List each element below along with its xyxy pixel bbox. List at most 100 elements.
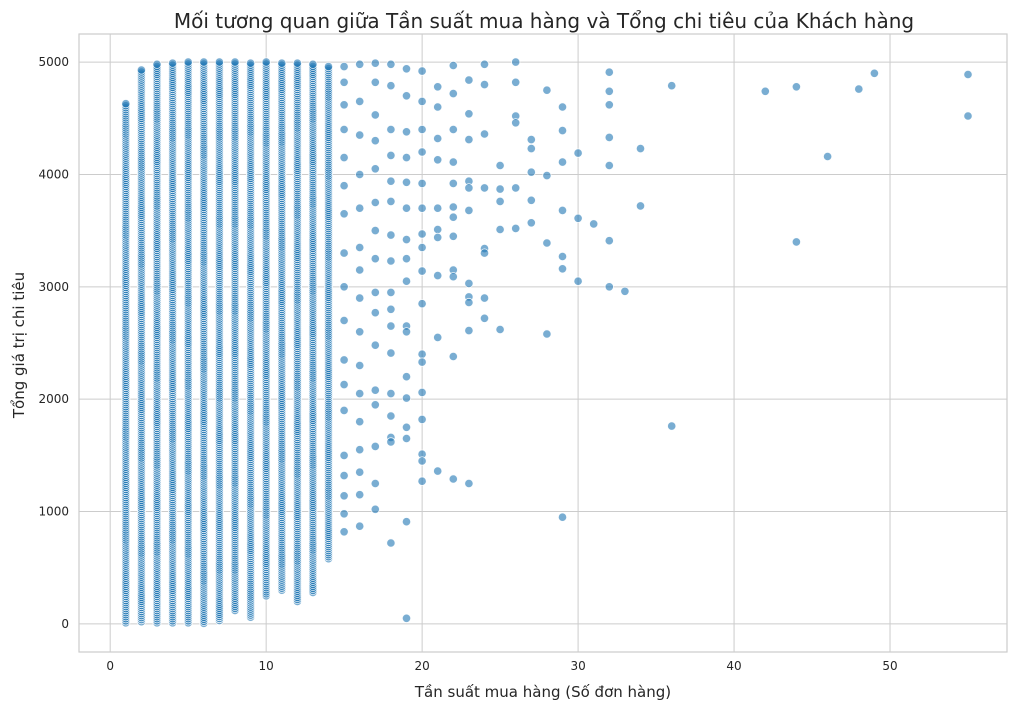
- scatter-point: [433, 133, 443, 144]
- scatter-point: [417, 203, 427, 213]
- x-axis-label: Tần suất mua hàng (Số đơn hàng): [414, 683, 671, 701]
- y-tick-label: 1000: [38, 505, 69, 519]
- scatter-point: [417, 124, 427, 135]
- scatter-point: [355, 388, 365, 399]
- x-tick-label: 10: [259, 659, 274, 673]
- scatter-point: [448, 231, 458, 241]
- scatter-point: [495, 196, 505, 206]
- scatter-point: [479, 129, 490, 139]
- x-tick-label: 30: [570, 659, 585, 673]
- scatter-point: [370, 77, 380, 87]
- scatter-point: [542, 171, 552, 181]
- scatter-point: [479, 80, 490, 90]
- scatter-point: [433, 102, 443, 112]
- scatter-point: [448, 124, 458, 135]
- scatter-point: [370, 287, 380, 297]
- scatter-point: [604, 236, 614, 246]
- scatter-point: [386, 538, 396, 548]
- scatter-point: [667, 421, 677, 431]
- scatter-point: [495, 224, 505, 235]
- scatter-point: [339, 355, 349, 365]
- scatter-point: [526, 195, 536, 205]
- scatter-point: [370, 110, 380, 120]
- scatter-point: [542, 238, 552, 248]
- scatter-point: [370, 504, 380, 514]
- scatter-point: [370, 254, 380, 264]
- scatter-point: [401, 91, 412, 101]
- scatter-point: [370, 385, 380, 395]
- scatter-point: [448, 351, 458, 362]
- tick-labels: 0 10 20 30 40 50 0 1000 2000 3000 4000 5000: [38, 55, 897, 673]
- scatter-point: [136, 65, 146, 75]
- scatter-point: [355, 293, 365, 303]
- scatter-point: [557, 102, 568, 112]
- scatter-point: [386, 348, 396, 358]
- scatter-point: [339, 509, 349, 519]
- x-tick-label: 20: [414, 659, 429, 673]
- scatter-point: [464, 109, 474, 119]
- scatter-point: [573, 213, 583, 223]
- scatter-point: [339, 470, 349, 481]
- y-tick-label: 5000: [38, 55, 69, 69]
- scatter-point: [401, 153, 412, 163]
- scatter-point: [355, 521, 365, 531]
- y-tick-label: 2000: [38, 392, 69, 406]
- scatter-point: [511, 77, 521, 87]
- data-points: [121, 57, 973, 628]
- scatter-point: [417, 456, 427, 466]
- scatter-point: [292, 58, 302, 68]
- scatter-point: [339, 405, 349, 415]
- scatter-point: [417, 476, 427, 486]
- scatter-point: [230, 57, 240, 67]
- scatter-point: [308, 59, 318, 69]
- scatter-point: [542, 85, 552, 95]
- scatter-point: [261, 57, 271, 67]
- scatter-point: [557, 251, 568, 262]
- scatter-point: [448, 272, 458, 282]
- scatter-point: [526, 135, 536, 145]
- scatter-point: [448, 89, 458, 99]
- scatter-point: [386, 230, 396, 240]
- scatter-point: [339, 124, 349, 135]
- scatter-point: [355, 130, 365, 140]
- y-axis-label: Tổng giá trị chi tiêu: [10, 272, 28, 419]
- scatter-point: [339, 282, 349, 292]
- scatter-point: [355, 360, 365, 371]
- scatter-point: [511, 223, 521, 233]
- scatter-point: [433, 232, 443, 242]
- scatter-point: [339, 77, 349, 87]
- scatter-point: [557, 157, 568, 167]
- scatter-point: [417, 242, 427, 253]
- scatter-point: [604, 86, 614, 96]
- scatter-point: [417, 414, 427, 424]
- scatter-point: [557, 512, 568, 522]
- scatter-point: [573, 276, 583, 286]
- scatter-point: [401, 235, 412, 245]
- scatter-point: [386, 176, 396, 186]
- scatter-point: [417, 266, 427, 276]
- scatter-point: [152, 59, 162, 69]
- scatter-point: [370, 441, 380, 451]
- scatter-point: [370, 58, 380, 68]
- scatter-point: [479, 183, 490, 193]
- scatter-point: [464, 75, 474, 85]
- scatter-point: [573, 148, 583, 158]
- scatter-point: [401, 177, 412, 187]
- scatter-point: [557, 126, 568, 136]
- scatter-point: [557, 264, 568, 274]
- scatter-point: [386, 437, 396, 447]
- scatter-point: [355, 445, 365, 455]
- x-tick-label: 40: [726, 659, 741, 673]
- scatter-point: [370, 197, 380, 208]
- scatter-point: [401, 372, 412, 382]
- scatter-point: [464, 278, 474, 288]
- scatter-point: [495, 160, 505, 171]
- x-tick-label: 0: [106, 659, 114, 673]
- scatter-point: [604, 282, 614, 292]
- scatter-point: [464, 135, 474, 145]
- scatter-point: [464, 205, 474, 215]
- scatter-point: [355, 417, 365, 427]
- scatter-point: [433, 466, 443, 476]
- scatter-point: [277, 58, 287, 68]
- scatter-point: [355, 169, 365, 180]
